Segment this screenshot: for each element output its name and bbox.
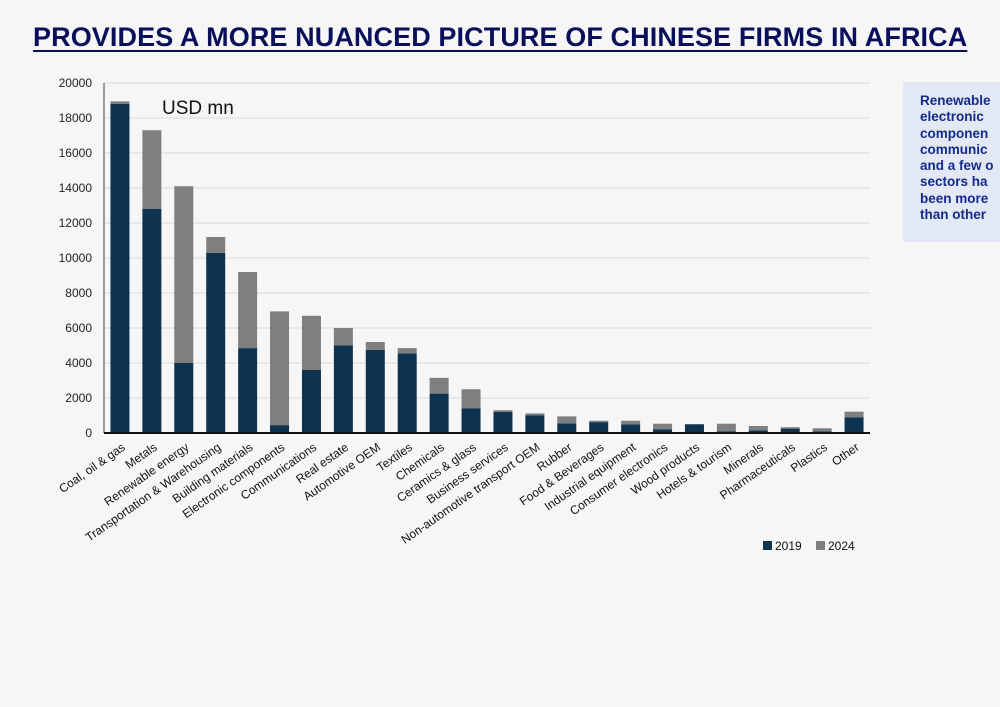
unit-label: USD mn — [162, 98, 234, 119]
bar-2024 — [365, 342, 385, 350]
bar-2019 — [525, 415, 545, 433]
bar-2024 — [716, 423, 736, 432]
bar-2024 — [525, 413, 545, 416]
callout-line: componen — [920, 125, 989, 141]
bar-2019 — [780, 428, 800, 433]
callout-line: communic — [920, 141, 988, 157]
y-tick-label: 14000 — [59, 181, 93, 195]
callout-line: been more — [920, 190, 989, 206]
bar-2024 — [812, 428, 832, 432]
bar-2019 — [844, 417, 864, 433]
bar-2024 — [270, 311, 290, 426]
bar-2019 — [270, 425, 290, 433]
callout-line: sectors ha — [920, 174, 988, 190]
bar-2019 — [238, 348, 258, 433]
bar-2024 — [397, 348, 417, 354]
bar-2024 — [333, 328, 353, 346]
bar-2024 — [557, 416, 577, 424]
bar-2024 — [238, 272, 258, 349]
x-category-label: Other — [829, 440, 862, 469]
slide-title: PROVIDES A MORE NUANCED PICTURE OF CHINE… — [33, 22, 968, 52]
bar-2019 — [684, 424, 704, 433]
bar-2024 — [844, 411, 864, 418]
callout-box: Renewable electronic componen communic a… — [903, 82, 1000, 242]
y-tick-label: 20000 — [59, 76, 93, 90]
y-tick-label: 2000 — [65, 391, 92, 405]
bar-2019 — [333, 345, 353, 433]
bar-2024 — [206, 237, 226, 253]
bar-2024 — [110, 101, 130, 104]
bar-2024 — [589, 420, 609, 423]
y-tick-label: 12000 — [59, 216, 93, 230]
bar-2024 — [301, 315, 321, 370]
bar-2024 — [653, 423, 673, 430]
bar-2019 — [397, 353, 417, 433]
bar-2019 — [365, 349, 385, 433]
bar-2024 — [142, 130, 162, 209]
bar-2019 — [493, 412, 513, 433]
y-tick-label: 16000 — [59, 146, 93, 160]
callout-line: and a few o — [920, 158, 994, 174]
bar-2019 — [653, 429, 673, 433]
bar-2024 — [429, 377, 449, 394]
callout-line: Renewable — [920, 93, 991, 108]
bar-2019 — [301, 370, 321, 433]
y-tick-label: 4000 — [65, 356, 92, 370]
bar-2024 — [780, 427, 800, 429]
legend-swatch-2024 — [816, 541, 825, 550]
bar-2024 — [621, 420, 641, 425]
bar-2019 — [461, 408, 481, 433]
bar-2019 — [142, 209, 162, 433]
bar-2024 — [174, 186, 194, 363]
y-tick-label: 6000 — [65, 321, 92, 335]
y-tick-label: 8000 — [65, 286, 92, 300]
legend-label-2024: 2024 — [828, 539, 855, 553]
bar-2019 — [429, 393, 449, 433]
bar-2024 — [461, 389, 481, 409]
bar-2019 — [174, 363, 194, 433]
bar-2024 — [493, 410, 513, 412]
legend-label-2019: 2019 — [775, 539, 802, 553]
x-category-label: Plastics — [788, 440, 830, 475]
y-tick-label: 18000 — [59, 111, 93, 125]
bar-2019 — [589, 422, 609, 433]
bar-2024 — [748, 426, 768, 431]
bar-2019 — [748, 430, 768, 433]
bar-2019 — [621, 424, 641, 433]
legend-swatch-2019 — [763, 541, 772, 550]
callout-line: than other — [920, 207, 986, 223]
bar-2019 — [206, 252, 226, 433]
bar-2019 — [110, 104, 130, 433]
bar-2019 — [557, 423, 577, 433]
y-tick-label: 10000 — [59, 251, 93, 265]
callout-line: electronic — [920, 109, 984, 125]
y-tick-label: 0 — [85, 426, 92, 440]
